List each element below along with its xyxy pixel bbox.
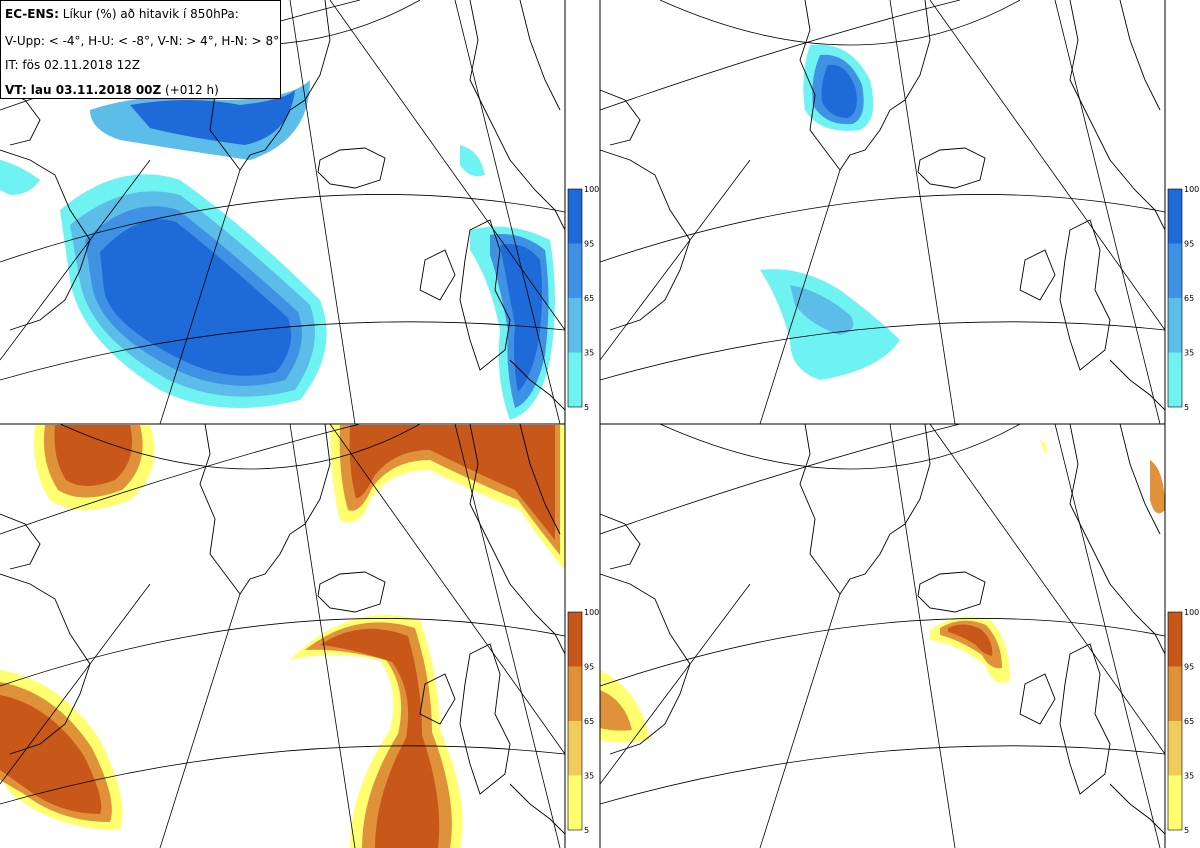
colorbar-tick-label: 65 xyxy=(1184,717,1194,726)
colorbars: 100 95 65 35 5 100 95 65 35 5 100 95 65 35 5 100 95 65 35 5 xyxy=(567,185,1199,835)
colorbar-tick-label: 100 xyxy=(1184,608,1199,617)
colorbar-tick-label: 5 xyxy=(584,403,589,412)
panel-bottom-left xyxy=(0,423,566,848)
colorbar-tick-label: 100 xyxy=(584,608,599,617)
valid-time-line: VT: lau 03.11.2018 00Z (+012 h) xyxy=(5,84,219,96)
legend-line: V-Upp: < -4°, H-U: < -8°, V-N: > 4°, H-N… xyxy=(5,34,280,48)
title-line: EC-ENS: Líkur (%) að hitavik í 850hPa: xyxy=(5,8,239,20)
colorbar-segment xyxy=(1168,775,1182,830)
panel-bottom-right xyxy=(599,423,1166,848)
colorbar-tick-label: 100 xyxy=(1184,185,1199,194)
colorbar-tick-label: 35 xyxy=(1184,349,1194,358)
colorbar-tick-label: 35 xyxy=(1184,772,1194,781)
colorbar-tick-label: 100 xyxy=(584,185,599,194)
lead-time: (+012 h) xyxy=(165,83,219,97)
colorbar-segment xyxy=(1168,189,1182,244)
colorbar-outline xyxy=(1167,188,1183,408)
colorbar-segment xyxy=(568,352,582,407)
colorbar-tick-label: 95 xyxy=(1184,663,1194,672)
colorbar-segment xyxy=(568,298,582,353)
issue-time: IT: fös 02.11.2018 12Z xyxy=(5,58,141,72)
colorbar-segment xyxy=(568,721,582,776)
colorbar-tick-label: 65 xyxy=(584,717,594,726)
model-label: EC-ENS: xyxy=(5,7,59,21)
colorbar-tick-label: 35 xyxy=(584,772,594,781)
colorbar-segment xyxy=(1168,666,1182,721)
colorbar-segment xyxy=(568,243,582,298)
colorbar-tick-label: 65 xyxy=(1184,294,1194,303)
colorbar-outline xyxy=(567,188,583,408)
colorbar-segment xyxy=(1168,721,1182,776)
colorbar-segment xyxy=(1168,298,1182,353)
colorbar-segment xyxy=(568,189,582,244)
valid-time: VT: lau 03.11.2018 00Z xyxy=(5,83,162,97)
colorbar-segment xyxy=(568,612,582,667)
panel-top-right xyxy=(599,0,1166,425)
colorbar-tick-label: 5 xyxy=(1184,826,1189,835)
colorbar-segment xyxy=(1168,352,1182,407)
colorbar-segment xyxy=(568,775,582,830)
colorbar-tick-label: 5 xyxy=(584,826,589,835)
colorbar-tick-label: 95 xyxy=(584,240,594,249)
colorbar-tick-label: 5 xyxy=(1184,403,1189,412)
colorbar-tick-label: 95 xyxy=(1184,240,1194,249)
colorbar-segment xyxy=(568,666,582,721)
title-text: Líkur (%) að hitavik í 850hPa: xyxy=(62,7,239,21)
colorbar-tick-label: 95 xyxy=(584,663,594,672)
colorbar-segment xyxy=(1168,612,1182,667)
colorbar-outline xyxy=(567,611,583,831)
map-info-box: EC-ENS: Líkur (%) að hitavik í 850hPa: V… xyxy=(0,0,281,99)
colorbar-tick-label: 35 xyxy=(584,349,594,358)
colorbar-segment xyxy=(1168,243,1182,298)
colorbar-outline xyxy=(1167,611,1183,831)
colorbar-tick-label: 65 xyxy=(584,294,594,303)
